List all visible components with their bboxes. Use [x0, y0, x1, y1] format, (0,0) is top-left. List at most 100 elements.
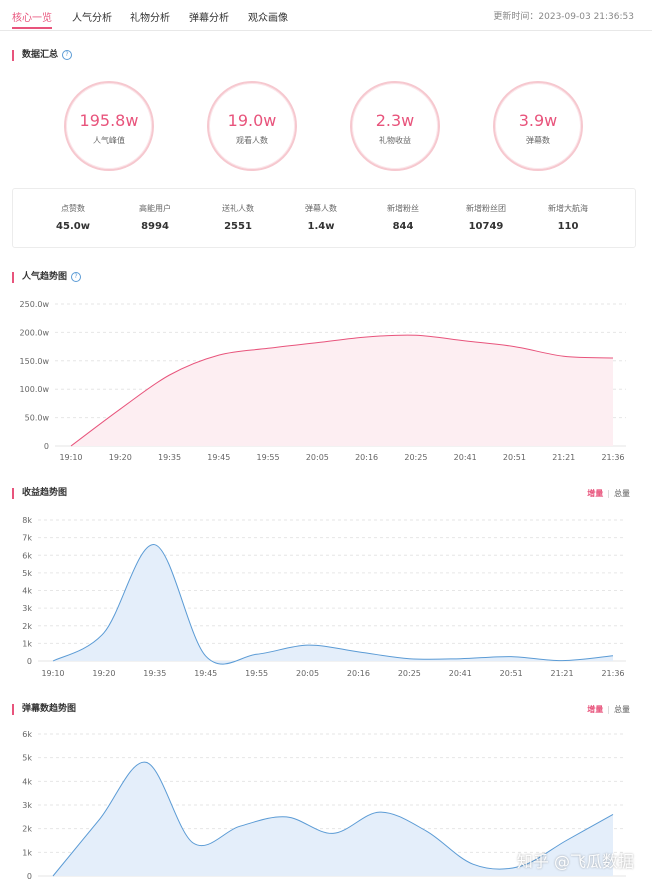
stat-high-energy-users: 高能用户 8994: [115, 203, 195, 232]
tab-audience[interactable]: 观众画像: [248, 13, 288, 24]
pop-x-tick-label: 20:51: [503, 453, 526, 462]
dan-y-tick-label: 6k: [22, 730, 32, 739]
metric-circle-peak-popularity: 195.8w 人气峰值: [64, 81, 154, 171]
stat-value: 10749: [468, 221, 504, 232]
rev-y-tick-label: 6k: [22, 551, 32, 560]
rev-area-fill: [53, 544, 613, 665]
stat-value: 45.0w: [56, 221, 90, 232]
tab-gifts[interactable]: 礼物分析: [130, 13, 170, 24]
tab-popularity[interactable]: 人气分析: [72, 13, 112, 24]
dan-y-tick-label: 5k: [22, 754, 32, 763]
metric-circle-viewers: 19.0w 观看人数: [207, 81, 297, 171]
pop-x-tick-label: 20:05: [306, 453, 329, 462]
metric-circle-gift-revenue: 2.3w 礼物收益: [350, 81, 440, 171]
rev-series-line: [52, 544, 614, 665]
stat-label: 高能用户: [139, 204, 171, 213]
popularity-section-title: 人气趋势图?: [12, 272, 82, 283]
rev-y-tick-label: 2k: [22, 622, 32, 631]
metric-value: 3.9w: [518, 111, 558, 130]
stat-label: 点赞数: [61, 204, 85, 213]
stat-value: 1.4w: [307, 221, 335, 232]
total-toggle[interactable]: 总量: [614, 489, 630, 498]
pop-x-tick-label: 21:36: [601, 453, 624, 462]
pop-area-fill: [71, 335, 613, 446]
pop-x-tick-label: 19:45: [207, 453, 230, 462]
stat-label: 新增大航海: [548, 204, 588, 213]
stat-value: 844: [392, 221, 414, 232]
pop-y-tick-label: 0: [44, 442, 49, 451]
stat-danmaku-users: 弹幕人数 1.4w: [281, 203, 361, 232]
rev-y-tick-label: 8k: [22, 516, 32, 525]
tab-overview[interactable]: 核心一览: [12, 13, 52, 24]
revenue-section-title: 收益趋势图: [12, 488, 67, 499]
rev-y-tick-label: 1k: [22, 639, 32, 648]
rev-y-tick-label: 4k: [22, 587, 32, 596]
active-tab-indicator: [12, 27, 52, 29]
update-time: 更新时间：2023-09-03 21:36:53: [493, 12, 634, 22]
rev-x-tick-label: 21:21: [551, 669, 574, 678]
rev-x-tick-label: 19:10: [41, 669, 64, 678]
rev-y-tick-label: 5k: [22, 569, 32, 578]
revenue-trend-chart: 0 1k 2k 3k 4k 5k 6k 7k 8k 19:10 19:20 19:35 19:45 19:…: [22, 516, 626, 678]
rev-y-tick-label: 0: [27, 657, 32, 666]
pop-series-line: [70, 334, 614, 447]
popularity-trend-chart: 0 50.0w 100.0w 150.0w 200.0w 250.0w 19:10 19:20…: [20, 300, 626, 462]
rev-x-tick-label: 20:25: [398, 669, 421, 678]
pop-x-tick-label: 21:21: [552, 453, 575, 462]
pop-x-tick-label: 19:55: [257, 453, 280, 462]
increment-toggle[interactable]: 增量: [587, 705, 604, 714]
stat-value: 8994: [141, 221, 169, 232]
increment-toggle[interactable]: 增量: [587, 489, 604, 498]
rev-y-tick-label: 3k: [22, 604, 32, 613]
stat-value: 110: [557, 221, 579, 232]
tab-bar: 核心一览 人气分析 礼物分析 弹幕分析 观众画像 更新时间：2023-09-03…: [0, 0, 652, 31]
total-toggle[interactable]: 总量: [614, 705, 630, 714]
stat-value: 2551: [224, 221, 252, 232]
danmaku-trend-chart: 0 1k 2k 3k 4k 5k 6k: [22, 730, 626, 881]
pop-x-tick-label: 19:10: [59, 453, 82, 462]
dan-series-line: [52, 761, 614, 877]
dan-y-tick-label: 2k: [22, 825, 32, 834]
dan-y-tick-label: 4k: [22, 777, 32, 786]
rev-x-tick-label: 20:05: [296, 669, 319, 678]
metric-value: 195.8w: [79, 111, 139, 130]
rev-x-tick-label: 19:20: [92, 669, 115, 678]
dan-y-tick-label: 1k: [22, 848, 32, 857]
stat-label: 新增粉丝: [387, 204, 419, 213]
pop-y-tick-label: 200.0w: [20, 328, 50, 337]
dan-y-tick-label: 3k: [22, 801, 32, 810]
rev-x-tick-label: 19:35: [143, 669, 166, 678]
rev-x-tick-label: 20:41: [449, 669, 472, 678]
stat-label: 新增粉丝团: [466, 204, 506, 213]
help-icon[interactable]: ?: [62, 50, 73, 60]
pop-x-tick-label: 20:41: [454, 453, 477, 462]
rev-x-tick-label: 19:45: [194, 669, 217, 678]
rev-x-tick-label: 21:36: [601, 669, 624, 678]
pop-y-tick-label: 100.0w: [20, 385, 50, 394]
pop-x-tick-label: 19:20: [109, 453, 132, 462]
stat-likes: 点赞数 45.0w: [33, 203, 113, 232]
pop-x-tick-label: 20:25: [404, 453, 427, 462]
dan-area-fill: [53, 762, 613, 876]
tab-danmaku[interactable]: 弹幕分析: [189, 13, 229, 24]
rev-x-tick-label: 20:51: [500, 669, 523, 678]
stat-new-fans: 新增粉丝 844: [363, 203, 443, 232]
pop-y-tick-label: 250.0w: [20, 300, 50, 309]
danmaku-section-title: 弹幕数趋势图: [12, 704, 76, 715]
rev-x-tick-label: 20:16: [347, 669, 370, 678]
rev-x-tick-label: 19:55: [245, 669, 268, 678]
pop-y-tick-label: 50.0w: [25, 414, 50, 423]
metric-value: 2.3w: [375, 111, 415, 130]
danmaku-title-text: 弹幕数趋势图: [22, 704, 77, 714]
danmaku-mode-toggle: 增量 | 总量: [587, 705, 630, 714]
pop-x-tick-label: 20:16: [355, 453, 378, 462]
revenue-title-text: 收益趋势图: [22, 488, 68, 498]
help-icon[interactable]: ?: [71, 272, 82, 282]
stat-label: 送礼人数: [222, 204, 254, 213]
metric-value: 19.0w: [227, 111, 277, 130]
summary-section-title: 数据汇总?: [12, 50, 73, 61]
metric-label: 弹幕数: [526, 136, 550, 145]
stat-label: 弹幕人数: [305, 204, 337, 213]
rev-y-tick-label: 7k: [22, 534, 32, 543]
metric-label: 人气峰值: [93, 136, 125, 145]
